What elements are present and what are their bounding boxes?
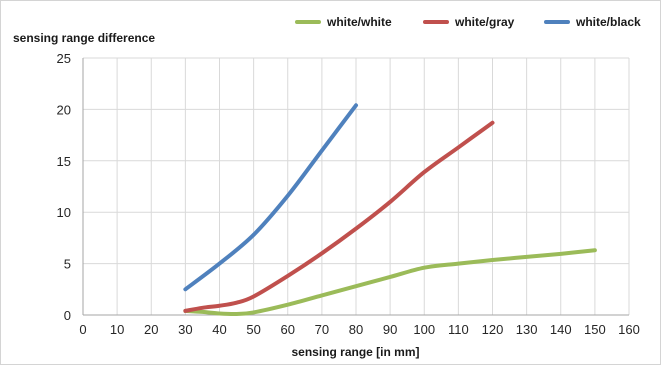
x-tick-label: 100 (413, 322, 435, 337)
x-tick-label: 130 (516, 322, 538, 337)
series-line-white-black (183, 103, 358, 292)
x-tick-label: 140 (550, 322, 572, 337)
series-line-white-gray (183, 120, 495, 313)
x-tick-label: 60 (281, 322, 295, 337)
y-axis-title: sensing range difference (13, 31, 156, 45)
x-tick-label: 80 (349, 322, 363, 337)
x-tick-label: 90 (383, 322, 397, 337)
legend-item-white-black: white/black (544, 15, 641, 29)
legend-item-white-gray: white/gray (423, 15, 514, 29)
x-tick-label: 150 (584, 322, 606, 337)
x-tick-label: 10 (110, 322, 124, 337)
y-tick-label: 0 (64, 308, 71, 323)
y-tick-label: 15 (57, 154, 71, 169)
x-tick-label: 40 (212, 322, 226, 337)
x-tick-label: 110 (448, 322, 469, 337)
legend-swatch-white-white (295, 20, 321, 24)
x-axis-title: sensing range [in mm] (291, 345, 420, 359)
legend-item-white-white: white/white (295, 15, 392, 29)
legend-swatch-white-black (544, 20, 570, 24)
x-tick-label: 0 (79, 322, 86, 337)
x-tick-label: 20 (144, 322, 158, 337)
y-tick-label: 25 (57, 51, 71, 66)
x-tick-label: 70 (315, 322, 329, 337)
y-tick-label: 10 (57, 205, 71, 220)
y-tick-label: 5 (64, 257, 71, 272)
legend-label-white-gray: white/gray (455, 15, 515, 29)
y-tick-label: 20 (57, 102, 71, 117)
legend-swatch-white-gray (423, 20, 449, 24)
series-line-white-white (183, 248, 597, 317)
x-tick-label: 50 (246, 322, 260, 337)
x-tick-label: 160 (618, 322, 640, 337)
legend-label-white-black: white/black (576, 15, 641, 29)
x-tick-label: 30 (178, 322, 192, 337)
x-tick-label: 120 (482, 322, 504, 337)
legend-label-white-white: white/white (327, 15, 392, 29)
